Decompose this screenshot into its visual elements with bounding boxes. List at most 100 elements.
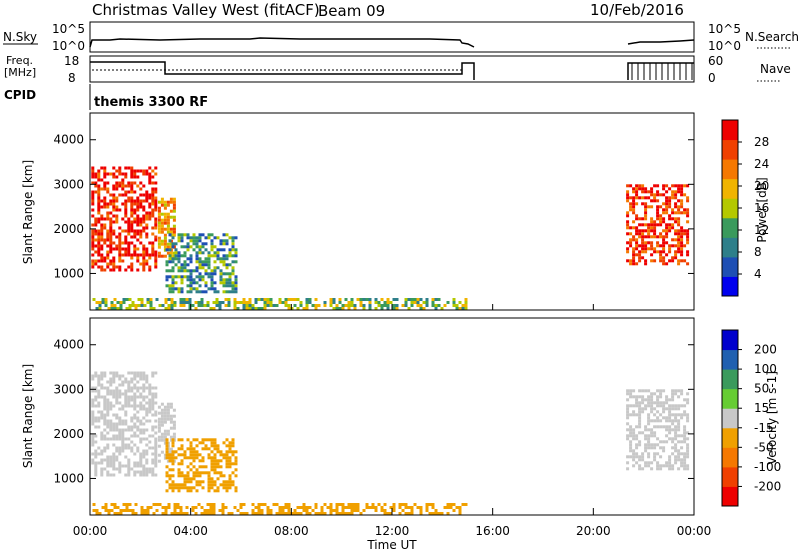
data-cell: [154, 190, 158, 194]
data-cell: [641, 229, 645, 233]
data-cell: [314, 307, 318, 310]
data-cell: [204, 272, 208, 276]
data-cell: [103, 416, 107, 420]
data-cell: [626, 232, 630, 236]
data-cell: [109, 250, 113, 254]
data-cell: [166, 215, 170, 219]
data-cell: [626, 250, 630, 254]
data-cell: [686, 392, 690, 396]
freq-right-tick-bottom: 0: [708, 71, 716, 85]
data-cell: [139, 235, 143, 239]
data-cell: [139, 262, 143, 266]
data-cell: [113, 506, 117, 509]
data-cell: [91, 398, 95, 402]
data-cell: [164, 509, 168, 512]
colorbar-tick-label: 4: [754, 267, 762, 281]
data-cell: [154, 413, 158, 417]
data-cell: [683, 398, 687, 402]
data-cell: [133, 175, 137, 179]
data-cell: [647, 229, 651, 233]
data-cell: [629, 431, 633, 435]
data-cell: [109, 217, 113, 221]
data-cell: [97, 250, 101, 254]
data-cell: [94, 440, 98, 444]
data-cell: [112, 425, 116, 429]
data-cell: [148, 256, 152, 260]
data-cell: [118, 470, 122, 474]
data-cell: [109, 259, 113, 263]
colorbar-cell: [722, 120, 738, 141]
data-cell: [407, 512, 411, 515]
data-cell: [189, 290, 193, 294]
data-cell: [362, 304, 366, 307]
data-cell: [668, 217, 672, 221]
data-cell: [142, 470, 146, 474]
data-cell: [165, 450, 169, 454]
data-cell: [188, 298, 192, 301]
data-cell: [112, 256, 116, 260]
data-cell: [198, 245, 202, 249]
data-cell: [647, 196, 651, 200]
data-cell: [166, 429, 170, 433]
data-cell: [121, 434, 125, 438]
data-cell: [139, 437, 143, 441]
data-cell: [112, 374, 116, 378]
data-cell: [91, 253, 95, 257]
data-cell: [341, 304, 345, 307]
data-cell: [139, 419, 143, 423]
data-cell: [668, 259, 672, 263]
data-cell: [635, 413, 639, 417]
data-cell: [380, 307, 384, 310]
data-cell: [224, 506, 228, 509]
data-cell: [656, 250, 660, 254]
data-cell: [440, 512, 444, 515]
data-cell: [166, 405, 170, 409]
data-cell: [207, 489, 211, 493]
data-cell: [154, 449, 158, 453]
data-cell: [133, 413, 137, 417]
data-cell: [173, 301, 177, 304]
data-cell: [149, 506, 153, 509]
data-cell: [189, 462, 193, 466]
data-cell: [219, 483, 223, 487]
data-cell: [189, 441, 193, 445]
colorbar-tick-label: 15: [754, 401, 769, 415]
data-cell: [121, 172, 125, 176]
data-region-0: [91, 371, 158, 477]
data-cell: [127, 386, 131, 390]
data-cell: [133, 392, 137, 396]
data-cell: [131, 301, 135, 304]
data-cell: [103, 386, 107, 390]
data-cell: [683, 434, 687, 438]
data-cell: [629, 205, 633, 209]
data-cell: [329, 506, 333, 509]
data-cell: [665, 461, 669, 465]
data-cell: [668, 464, 672, 468]
data-cell: [91, 181, 95, 185]
data-cell: [112, 389, 116, 393]
data-cell: [278, 301, 282, 304]
data-cell: [121, 241, 125, 245]
data-cell: [222, 272, 226, 276]
data-cell: [167, 307, 171, 310]
data-cell: [145, 473, 149, 477]
data-cell: [94, 172, 98, 176]
data-cell: [389, 301, 393, 304]
data-cell: [683, 431, 687, 435]
data-cell: [458, 506, 462, 509]
data-cell: [136, 434, 140, 438]
data-cell: [374, 298, 378, 301]
data-cell: [671, 208, 675, 212]
data-cell: [127, 437, 131, 441]
data-cell: [638, 217, 642, 221]
data-cell: [638, 232, 642, 236]
data-cell: [231, 438, 235, 442]
data-cell: [103, 226, 107, 230]
data-cell: [91, 416, 95, 420]
data-cell: [112, 464, 116, 468]
data-cell: [113, 503, 117, 506]
data-cell: [133, 190, 137, 194]
data-cell: [166, 459, 170, 463]
data-cell: [179, 512, 183, 515]
data-cell: [112, 413, 116, 417]
